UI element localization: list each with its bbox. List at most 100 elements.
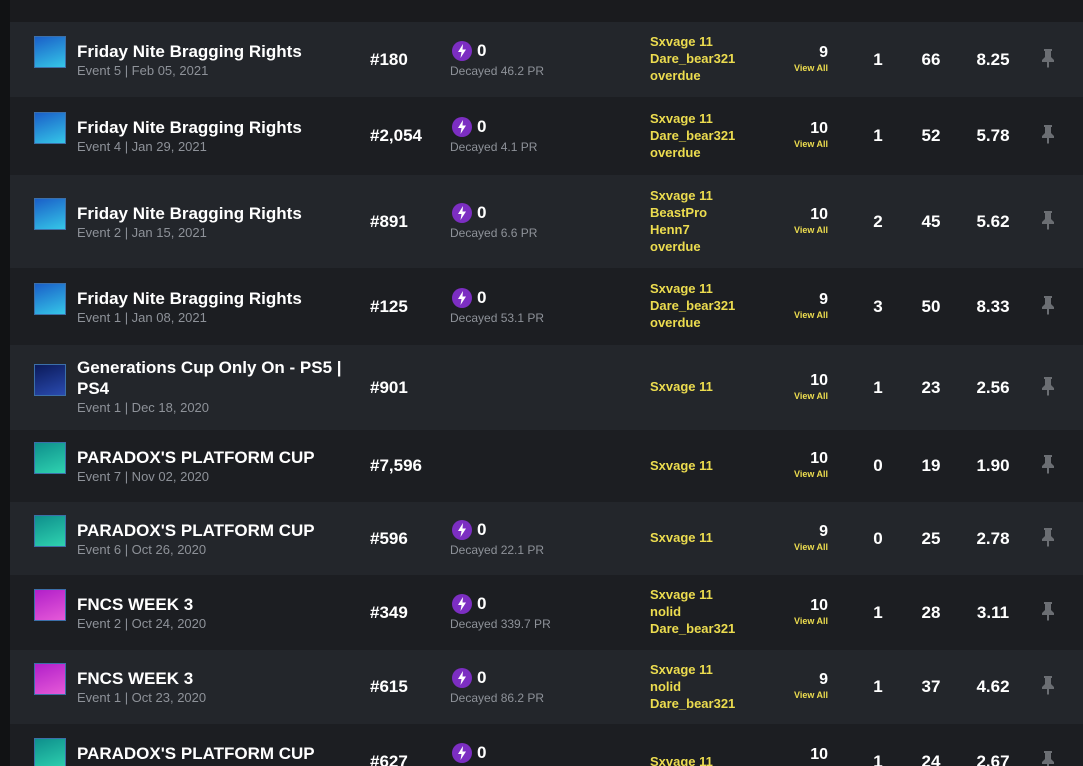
player-name[interactable]: Sxvage 11 xyxy=(650,753,713,766)
player-name[interactable]: Sxvage 11 xyxy=(650,457,713,473)
player-name[interactable]: Sxvage 11 xyxy=(650,661,713,677)
player-name[interactable]: Dare_bear321 xyxy=(650,51,736,66)
view-all[interactable]: View All xyxy=(793,615,828,626)
view-all[interactable]: View All xyxy=(793,62,828,73)
matches: 9 xyxy=(819,290,828,308)
table-row[interactable]: FNCS WEEK 3 Event 1 | Oct 23, 2020 #615 0 De… xyxy=(10,650,1083,724)
player-name[interactable]: nolid xyxy=(650,604,682,619)
stat: 45 xyxy=(921,211,941,231)
pr-value: 0 xyxy=(477,202,487,222)
pin-button[interactable] xyxy=(1041,210,1055,235)
decayed-pr: Decayed 339.7 PR xyxy=(450,616,551,631)
stat: 28 xyxy=(921,602,941,622)
event-icon xyxy=(34,35,66,68)
player-name[interactable]: Sxvage 11 xyxy=(650,281,713,296)
player-name[interactable]: Dare_bear321 xyxy=(650,127,736,143)
pin-button[interactable] xyxy=(1041,601,1055,626)
player-name[interactable]: overdue xyxy=(650,315,701,330)
pin-button[interactable] xyxy=(1041,454,1055,479)
matches: 10 xyxy=(810,596,828,614)
event-date: Event 5 | Feb 05, 2021 xyxy=(77,62,209,78)
event-date: Event 6 | Oct 26, 2020 xyxy=(77,541,207,557)
view-all[interactable]: View All xyxy=(793,224,828,235)
event-icon xyxy=(34,442,66,474)
player-name[interactable]: overdue xyxy=(650,68,701,83)
pin-button[interactable] xyxy=(1041,48,1055,73)
player-name[interactable]: Dare_bear321 xyxy=(650,695,736,711)
placement: #901 xyxy=(370,377,408,397)
pr-icon xyxy=(452,668,472,693)
view-all[interactable]: View All xyxy=(793,139,828,149)
table-row[interactable]: Friday Nite Bragging Rights Event 1 | Jan… xyxy=(10,268,1083,345)
side-strip xyxy=(0,0,10,766)
pr-icon xyxy=(452,593,472,619)
table-row[interactable]: PARADOX'S PLATFORM CUP Event 7 | Nov 02, … xyxy=(10,430,1083,502)
table-row[interactable]: Generations Cup Only On - PS5 | PS4 Event… xyxy=(10,345,1083,430)
event-name: PARADOX'S PLATFORM CUP xyxy=(77,520,315,540)
matches: 10 xyxy=(810,120,828,137)
pin-button[interactable] xyxy=(1041,750,1055,766)
table-row[interactable]: FNCS WEEK 3 Event 2 | Oct 24, 2020 #349 0 De… xyxy=(10,575,1083,650)
players: Sxvage 11 nolid Dare_bear321 xyxy=(650,586,735,637)
view-all[interactable]: View All xyxy=(793,469,828,479)
pin-button[interactable] xyxy=(1041,527,1055,552)
matches: 10 xyxy=(810,205,828,223)
player-name[interactable]: Sxvage 11 xyxy=(650,187,713,203)
decayed-pr: Decayed 6.6 PR xyxy=(450,225,538,240)
pin-button[interactable] xyxy=(1041,675,1055,700)
player-name[interactable]: Sxvage 11 xyxy=(650,34,713,49)
event-block: FNCS WEEK 3 Event 2 | Oct 24, 2020 xyxy=(77,594,352,632)
stat: 3 xyxy=(873,296,883,316)
event-icon xyxy=(34,282,66,315)
matches: 10 xyxy=(810,746,828,763)
pin-button[interactable] xyxy=(1041,376,1055,401)
stat: 8.25 xyxy=(976,49,1010,69)
player-name[interactable]: Sxvage 11 xyxy=(650,587,713,602)
stat: 0 xyxy=(873,456,883,475)
view-all[interactable]: View All xyxy=(793,541,828,552)
player-name[interactable]: Sxvage 11 xyxy=(650,530,713,545)
view-all[interactable]: View All xyxy=(793,390,828,401)
event-block: Friday Nite Bragging Rights Event 2 | Jan… xyxy=(77,203,352,241)
player-name[interactable]: overdue xyxy=(650,144,701,160)
table-row[interactable]: Friday Nite Bragging Rights Event 2 | Jan… xyxy=(10,175,1083,268)
table-row[interactable]: Friday Nite Bragging Rights Event 4 | Jan… xyxy=(10,97,1083,175)
event-name: FNCS WEEK 3 xyxy=(77,669,194,688)
table-row[interactable]: PARADOX'S PLATFORM CUP Event 6 | Oct 26, … xyxy=(10,502,1083,575)
event-icon xyxy=(34,197,66,230)
stat: 5.78 xyxy=(976,126,1010,145)
pin-button[interactable] xyxy=(1041,124,1055,149)
placement: #615 xyxy=(370,677,408,696)
view-all[interactable]: View All xyxy=(793,309,828,320)
player-name[interactable]: Dare_bear321 xyxy=(650,298,736,313)
player-name[interactable]: overdue xyxy=(650,238,701,254)
pr-icon xyxy=(452,743,472,766)
stat: 52 xyxy=(921,126,941,145)
player-name[interactable]: Sxvage 11 xyxy=(650,110,713,126)
table-row[interactable]: Friday Nite Bragging Rights Event 5 | Feb… xyxy=(10,22,1083,97)
pr-icon xyxy=(452,202,472,228)
placement: #596 xyxy=(370,528,408,548)
event-icon xyxy=(34,363,66,396)
event-block: PARADOX'S PLATFORM CUP Event 6 | Oct 26, … xyxy=(77,520,352,558)
placement: #7,596 xyxy=(370,456,422,475)
placement: #627 xyxy=(370,752,408,766)
stat: 4.62 xyxy=(976,677,1010,696)
players: Sxvage 11 Dare_bear321 overdue xyxy=(650,110,735,161)
event-icon xyxy=(34,738,66,766)
placement: #891 xyxy=(370,211,408,231)
player-name[interactable]: nolid xyxy=(650,678,682,694)
event-date: Event 1 | Dec 18, 2020 xyxy=(77,399,210,415)
player-name[interactable]: Henn7 xyxy=(650,221,690,237)
player-name[interactable]: Dare_bear321 xyxy=(650,621,736,636)
pin-button[interactable] xyxy=(1041,295,1055,320)
player-name[interactable]: BeastPro xyxy=(650,204,708,220)
view-all[interactable]: View All xyxy=(793,690,828,700)
event-name: FNCS WEEK 3 xyxy=(77,594,194,614)
event-block: FNCS WEEK 3 Event 1 | Oct 23, 2020 xyxy=(77,668,352,706)
stat: 25 xyxy=(921,528,941,548)
stat: 1.90 xyxy=(976,456,1010,475)
player-name[interactable]: Sxvage 11 xyxy=(650,379,713,394)
